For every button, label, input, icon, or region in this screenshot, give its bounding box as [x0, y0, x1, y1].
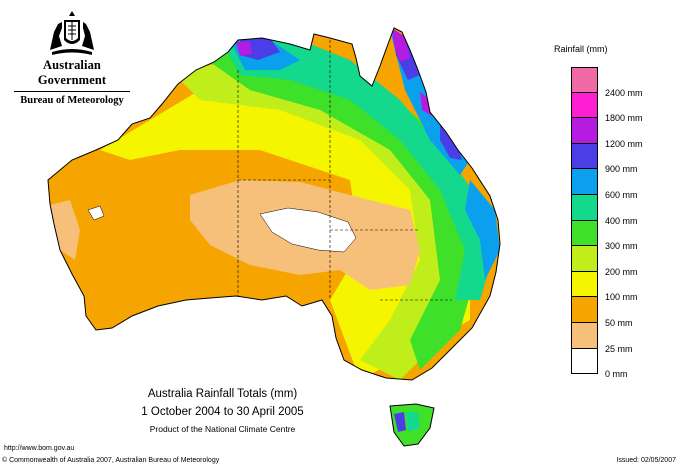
website-link[interactable]: http://www.bom.gov.au [4, 445, 75, 452]
map-title: Australia Rainfall Totals (mm) [147, 388, 298, 400]
legend-swatch [571, 220, 598, 247]
government-name: Australian Government [37, 58, 107, 87]
legend-swatch [571, 297, 598, 323]
legend-label: 900 mm [605, 164, 638, 175]
legend-label: 1800 mm [605, 113, 643, 124]
legend-label: 0 mm [605, 369, 628, 380]
legend-swatch [571, 322, 598, 349]
state-borders [237, 40, 452, 301]
tasmania-teal [406, 412, 420, 432]
legend-swatch [571, 246, 598, 272]
tasmania-wet [394, 412, 406, 432]
logo-divider [14, 91, 130, 92]
legend-swatch [571, 67, 598, 93]
legend-swatches [571, 67, 598, 375]
legend-label: 25 mm [605, 343, 633, 354]
legend-swatch [571, 169, 598, 195]
map-period: 1 October 2004 to 30 April 2005 [141, 406, 304, 418]
zone-dry-white [259, 207, 357, 253]
zone-dry-white-west [87, 205, 105, 221]
government-logo: Australian Government Bureau of Meteorol… [8, 10, 136, 106]
legend-label: 50 mm [605, 318, 633, 328]
legend-label: 600 mm [605, 190, 638, 200]
legend-title: Rainfall (mm) [554, 44, 608, 54]
bureau-name: Bureau of Meteorology [20, 95, 124, 106]
legend-label: 2400 mm [605, 87, 643, 98]
legend-label: 300 mm [605, 241, 638, 252]
legend-swatch [571, 143, 598, 170]
zone-light-orange-west [50, 200, 80, 260]
copyright-text: © Commonwealth of Australia 2007, Austra… [2, 457, 220, 464]
legend-label: 1200 mm [605, 138, 643, 149]
legend-swatch [571, 271, 598, 298]
tasmania [389, 403, 435, 447]
zone-blue [240, 28, 462, 160]
legend-label: 400 mm [605, 215, 638, 226]
legend-label: 100 mm [605, 292, 638, 303]
legend-label: 200 mm [605, 266, 638, 277]
legend-swatch [571, 348, 598, 375]
map-product: Product of the National Climate Centre [149, 424, 296, 434]
legend-swatch [571, 118, 598, 144]
issued-date: Issued: 02/05/2007 [616, 457, 676, 464]
legend-swatch [571, 194, 598, 221]
legend-swatch [571, 92, 598, 119]
coat-of-arms-icon [50, 11, 94, 55]
